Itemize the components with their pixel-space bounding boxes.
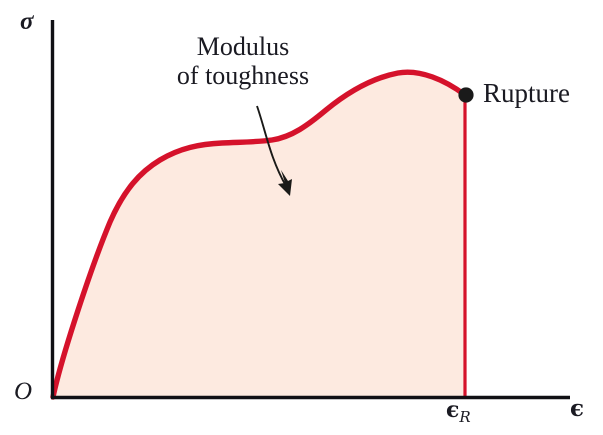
- stress-strain-curve: [50, 69, 468, 400]
- x-axis-tick-label-rupture-strain: ϵR: [446, 398, 471, 426]
- rupture-point-label: Rupture: [483, 78, 570, 108]
- rupture-strain-subscript: R: [459, 407, 471, 426]
- origin-label: O: [14, 378, 33, 405]
- modulus-of-toughness-annotation: Modulus of toughness: [148, 32, 338, 90]
- annotation-line-1: Modulus: [196, 32, 290, 61]
- rupture-strain-symbol: ϵ: [446, 397, 460, 423]
- rupture-point-marker: [458, 87, 474, 103]
- modulus-of-toughness-region: [53, 72, 465, 397]
- annotation-arrow-shaft: [256, 105, 287, 187]
- y-axis-label: σ: [20, 8, 34, 35]
- annotation-line-2: of toughness: [176, 61, 310, 91]
- x-axis-label: ϵ: [570, 395, 585, 422]
- annotation-arrow-head: [278, 170, 292, 196]
